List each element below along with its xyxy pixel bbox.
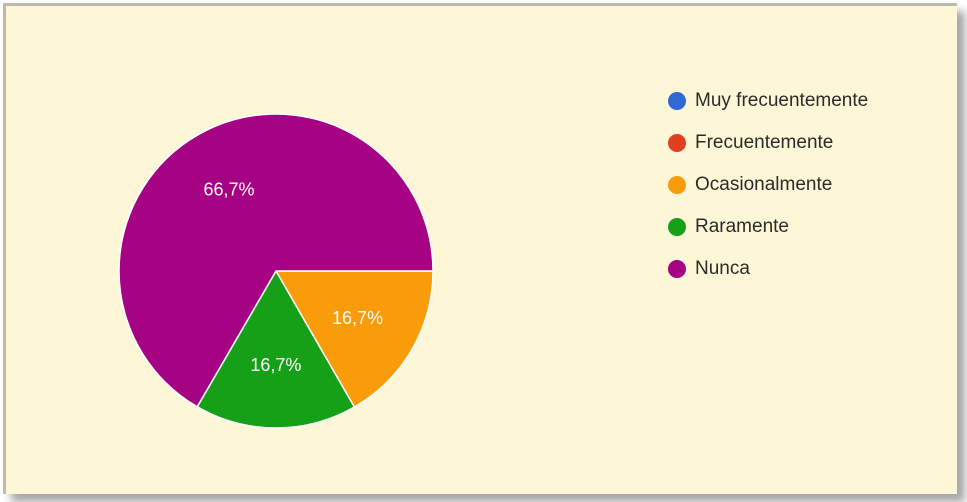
- legend-label: Nunca: [695, 258, 750, 279]
- legend-item-nunca: Nunca: [668, 248, 868, 290]
- slice-label-raramente: 16,7%: [250, 355, 301, 375]
- legend-label: Muy frecuentemente: [695, 90, 869, 111]
- slice-label-nunca: 66,7%: [203, 179, 254, 199]
- chart-frame: 16,7% 16,7% 66,7% Muy frecuentemente Frecue…: [3, 3, 957, 494]
- pie-slice-ocasionalmente: [274, 270, 434, 409]
- legend-swatch: [668, 134, 686, 152]
- legend-swatch: [668, 92, 686, 110]
- chart-legend: Muy frecuentemente Frecuentemente Ocasiona…: [668, 80, 868, 290]
- pie-slice-raramente: [196, 269, 356, 429]
- legend-item-raramente: Raramente: [668, 206, 868, 248]
- legend-item-ocasionalmente: Ocasionalmente: [668, 164, 868, 206]
- pie-chart: 16,7% 16,7% 66,7%: [118, 113, 434, 429]
- legend-item-muy-frecuentemente: Muy frecuentemente: [668, 80, 868, 122]
- legend-swatch: [668, 176, 686, 194]
- legend-swatch: [668, 260, 686, 278]
- slice-label-ocasionalmente: 16,7%: [332, 308, 383, 328]
- legend-label: Raramente: [695, 216, 789, 237]
- pie-slice-nunca: [118, 113, 434, 408]
- legend-swatch: [668, 218, 686, 236]
- legend-label: Ocasionalmente: [695, 174, 833, 195]
- legend-label: Frecuentemente: [695, 132, 834, 153]
- legend-item-frecuentemente: Frecuentemente: [668, 122, 868, 164]
